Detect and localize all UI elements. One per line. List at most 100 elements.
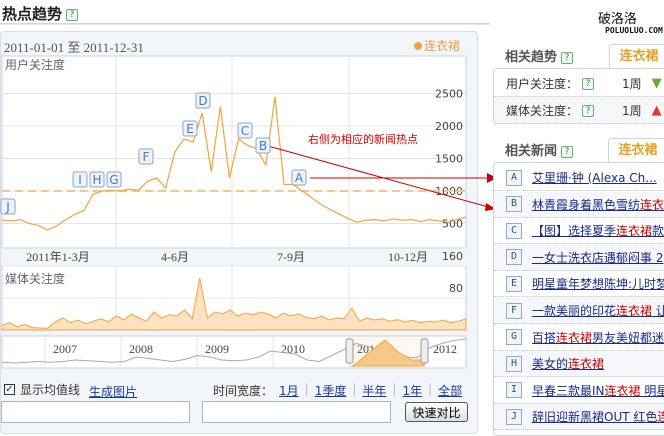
marker-box [138, 148, 154, 165]
trend-period: 1周 [622, 104, 642, 118]
news-marker-badge: E [506, 275, 522, 292]
event-marker-D[interactable]: D [195, 92, 211, 109]
tab-related-news-keyword[interactable]: 连衣裙 [608, 138, 664, 163]
news-title-link[interactable]: 百搭连衣裙男友美妞都迷 [532, 329, 664, 346]
news-title-link[interactable]: 辞旧迎新黑裙OUT 红色连 [532, 408, 664, 425]
news-title-text: 美女的 [532, 357, 569, 372]
news-title-text: 男友美妞都迷 [592, 330, 664, 345]
news-keyword: 连衣裙 [604, 383, 641, 398]
generate-image-link[interactable]: 生成图片 [89, 385, 138, 399]
news-item[interactable]: H 美女的连衣裙 [494, 351, 664, 378]
news-title-link[interactable]: 林青霞身着黑色雪纺连衣 [532, 196, 664, 213]
show-average-checkbox[interactable]: ✓ 显示均值线 [4, 381, 80, 398]
time-option[interactable]: 1月 [279, 384, 299, 398]
help-icon[interactable]: ? [561, 51, 574, 64]
event-marker-B[interactable]: B [255, 137, 271, 154]
news-item[interactable]: F 一款美丽的印花连衣裙 让 [494, 298, 664, 324]
news-marker-badge: A [506, 169, 522, 186]
overview-left-handle[interactable] [345, 338, 354, 364]
quick-compare-button[interactable]: 快速对比 [405, 402, 468, 422]
overview-right-handle[interactable] [420, 338, 429, 364]
news-title-text: 艾里珊·钟 (Alexa Ch... [532, 171, 657, 185]
news-title-link[interactable]: 一款美丽的印花连衣裙 让 [532, 302, 664, 319]
time-option[interactable]: 1年 [402, 384, 423, 398]
news-item[interactable]: C 【图】选择夏季连衣裙款 [494, 218, 664, 245]
marker-label: I [78, 173, 82, 187]
event-marker-A[interactable]: A [291, 169, 307, 186]
keyword-input-2[interactable] [202, 401, 391, 423]
checkbox-icon[interactable]: ✓ [4, 384, 15, 395]
time-option[interactable]: 1季度 [314, 384, 347, 398]
help-icon[interactable]: ? [582, 77, 595, 90]
news-item[interactable]: G 百搭连衣裙男友美妞都迷 [494, 325, 664, 351]
marker-box [195, 92, 211, 109]
trend-label: 用户关注度： [506, 77, 579, 91]
news-marker-badge: C [506, 222, 522, 239]
keyword-input-1[interactable] [1, 401, 190, 423]
overview-year-label: 2009 [205, 342, 229, 356]
y-tick-label: 1500 [435, 153, 463, 166]
help-icon[interactable]: ? [582, 104, 595, 117]
marker-box [89, 171, 105, 188]
marker-label: H [92, 173, 101, 187]
news-title-link[interactable]: 艾里珊·钟 (Alexa Ch... [532, 169, 657, 186]
related-trend-box: 用户关注度：? 1周 ▼ 媒体关注度：? 1周 ▲ [493, 68, 664, 124]
marker-box [255, 137, 271, 154]
event-marker-E[interactable]: E [182, 120, 198, 137]
time-option[interactable]: 半年 [362, 384, 387, 398]
event-marker-H[interactable]: H [89, 171, 105, 188]
news-title-link[interactable]: 一女士洗衣店遇郁闷事 2 [532, 249, 663, 266]
overview-year-label: 2007 [53, 342, 77, 356]
news-marker-badge: D [506, 249, 522, 266]
news-item[interactable]: A 艾里珊·钟 (Alexa Ch... [494, 165, 664, 191]
tab-related-trend-keyword[interactable]: 连衣裙 [609, 44, 664, 69]
news-marker-badge: F [506, 302, 522, 319]
related-news-title: 相关新闻 [505, 144, 558, 159]
news-item[interactable]: E 明星童年梦想陈坤:儿时梦 [494, 271, 664, 298]
watermark: 破洛洛 [598, 12, 638, 27]
trend-row: 媒体关注度：? 1周 ▲ [494, 98, 664, 124]
marker-label: J [5, 200, 10, 214]
news-title-text: 辞旧迎新黑裙OUT 红色 [532, 410, 658, 425]
news-title-link[interactable]: 【图】选择夏季连衣裙款 [532, 222, 664, 239]
marker-label: F [143, 150, 150, 164]
marker-box [72, 171, 88, 188]
watermark-url: POLUOLUO.COM [605, 26, 663, 35]
related-news-list: A 艾里珊·钟 (Alexa Ch... B 林青霞身着黑色雪纺连衣 C 【图】选择夏季连… [493, 162, 664, 436]
event-marker-F[interactable]: F [138, 148, 154, 165]
x-tick-label: 7-9月 [277, 250, 305, 264]
event-marker-J[interactable]: J [0, 198, 16, 215]
news-title-text: 让 [652, 304, 664, 318]
news-item[interactable]: B 林青霞身着黑色雪纺连衣 [494, 191, 664, 218]
arrow-head-icon [487, 173, 497, 183]
event-marker-G[interactable]: G [106, 171, 122, 188]
news-item[interactable]: D 一女士洗衣店遇郁闷事 2 [494, 244, 664, 271]
news-title-link[interactable]: 明星童年梦想陈坤:儿时梦 [532, 275, 664, 292]
news-title-text: 款 [652, 224, 664, 239]
news-item[interactable]: I 早春三款最IN连衣裙 明星 [494, 378, 664, 404]
help-icon[interactable]: ? [561, 145, 574, 158]
news-keyword: 连衣裙 [556, 330, 593, 345]
separator: | [352, 382, 357, 396]
legend-dot-icon [414, 42, 422, 50]
y-tick-label: 2500 [435, 88, 463, 101]
y-tick-label: 2000 [435, 120, 463, 133]
event-marker-I[interactable]: I [72, 171, 88, 188]
help-icon[interactable]: ? [66, 8, 79, 21]
user-chart-title: 用户关注度 [5, 57, 65, 72]
time-option[interactable]: 全部 [438, 384, 463, 398]
arrow-down-icon: ▼ [651, 76, 662, 91]
x-tick-label: 10-12月 [388, 250, 428, 264]
news-title-link[interactable]: 早春三款最IN连衣裙 明星 [532, 382, 664, 399]
news-title-text: 一女士洗衣店遇郁闷事 2 [532, 250, 664, 265]
news-item[interactable]: J 辞旧迎新黑裙OUT 红色连 [494, 404, 664, 431]
marker-box [0, 198, 16, 215]
date-range: 2011-01-01 至 2011-12-31 [4, 40, 144, 55]
event-marker-C[interactable]: C [237, 122, 253, 139]
news-title-text: 早春三款最IN [532, 383, 605, 398]
news-title-link[interactable]: 美女的连衣裙 [532, 355, 604, 372]
trend-label: 媒体关注度： [506, 104, 579, 118]
time-width-label: 时间宽度： [213, 384, 274, 398]
marker-box [291, 169, 307, 186]
marker-label: C [241, 124, 249, 138]
